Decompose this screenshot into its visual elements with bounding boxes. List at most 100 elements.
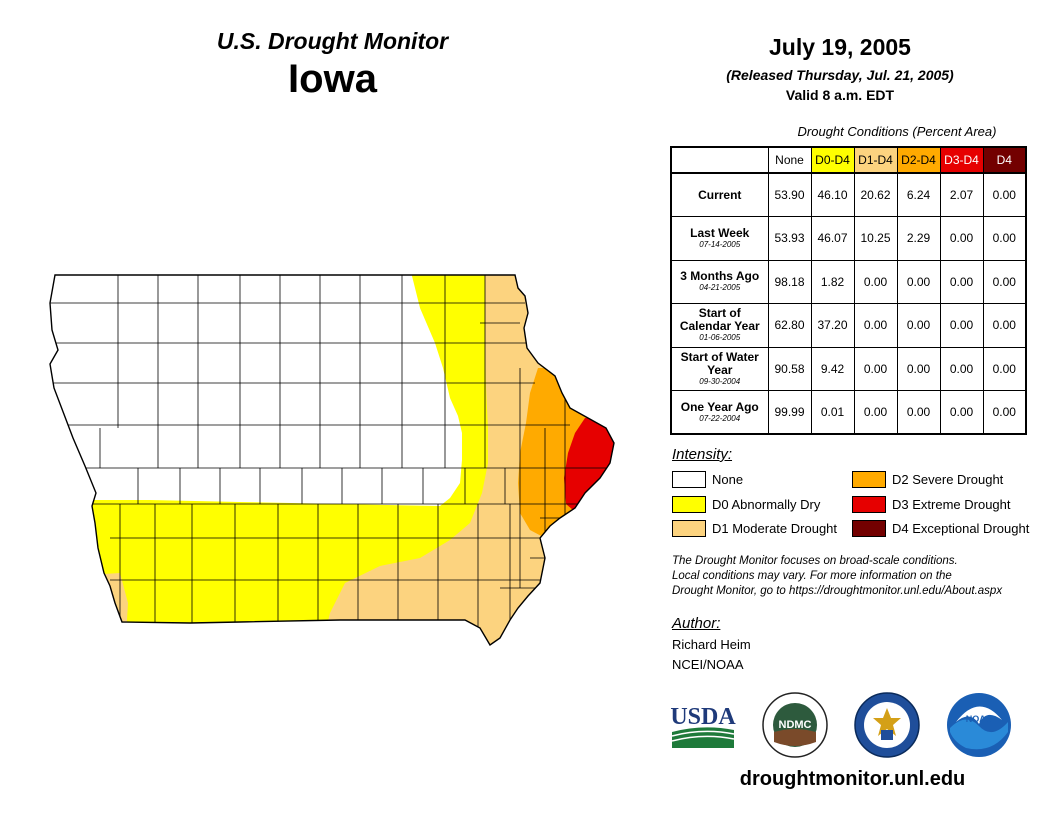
legend-item-d1: D1 Moderate Drought (672, 519, 837, 537)
table-row: Start of Water Year 09-30-2004 90.58 9.42… (670, 346, 1027, 391)
table-cell: 0.00 (982, 303, 1027, 348)
table-cell: 90.58 (767, 346, 812, 391)
table-cell: 0.00 (896, 303, 941, 348)
row-date: 04-21-2005 (699, 283, 741, 293)
map-subtitle: U.S. Drought Monitor (216, 28, 449, 54)
table-cell: 99.99 (767, 390, 812, 435)
legend-label: D1 Moderate Drought (712, 520, 838, 536)
table-cell: 1.82 (810, 259, 855, 304)
table-cell: 46.10 (810, 172, 855, 217)
table-cell: 20.62 (853, 172, 898, 217)
legend-label: D0 Abnormally Dry (712, 496, 821, 512)
row-date: 07-22-2004 (699, 413, 741, 423)
row-label-text: Start of Calendar Year (679, 306, 760, 334)
legend-label: D2 Severe Drought (892, 471, 1004, 487)
state-title: Iowa (288, 57, 377, 101)
legend-swatch (672, 470, 706, 488)
legend-label: D4 Exceptional Drought (892, 520, 1030, 536)
table-row: Last Week 07-14-2005 53.93 46.07 10.25 2.… (670, 216, 1027, 261)
legend-swatch (672, 495, 706, 513)
table-row: One Year Ago 07-22-2004 99.99 0.01 0.00 0… (670, 390, 1027, 435)
col-d1-d4: D1-D4 (853, 146, 898, 174)
table-cell: 0.00 (896, 346, 941, 391)
table-cell: 0.00 (939, 346, 984, 391)
table-cell: 0.00 (853, 259, 898, 304)
row-label: Current (670, 172, 769, 217)
table-cell: 0.00 (853, 346, 898, 391)
col-d2-d4: D2-D4 (896, 146, 941, 174)
map-date: July 19, 2005 (769, 34, 911, 60)
col-none: None (767, 146, 812, 174)
legend-swatch (852, 495, 886, 513)
map-d1-sw-area (50, 573, 128, 645)
table-header-row: None D0-D4 D1-D4 D2-D4 D3-D4 D4 (671, 146, 1027, 174)
table-cell: 6.24 (896, 172, 941, 217)
drought-stats-table: None D0-D4 D1-D4 D2-D4 D3-D4 D4 Current … (670, 146, 1027, 435)
table-cell: 62.80 (767, 303, 812, 348)
release-date: (Released Thursday, Jul. 21, 2005) (726, 67, 954, 83)
ndmc-logo: NDMC (762, 692, 828, 758)
table-cell: 9.42 (810, 346, 855, 391)
table-cell: 0.00 (982, 216, 1027, 261)
row-label: Start of Calendar Year 01-06-2005 (670, 303, 769, 348)
table-cell: 0.00 (982, 259, 1027, 304)
legend-swatch (852, 519, 886, 537)
row-label: Start of Water Year 09-30-2004 (670, 346, 769, 391)
legend-item-d4: D4 Exceptional Drought (852, 519, 1029, 537)
col-d4: D4 (982, 146, 1027, 174)
row-label: One Year Ago 07-22-2004 (670, 390, 769, 435)
legend-label: D3 Extreme Drought (892, 496, 1011, 512)
table-cell: 0.00 (982, 172, 1027, 217)
author-name: Richard Heim (672, 637, 751, 652)
table-cell: 0.00 (896, 390, 941, 435)
info-note: The Drought Monitor focuses on broad-sca… (672, 554, 1052, 599)
table-cell: 46.07 (810, 216, 855, 261)
usda-logo: USDA (670, 700, 736, 750)
note-line: The Drought Monitor focuses on broad-sca… (672, 555, 958, 567)
table-cell: 0.01 (810, 390, 855, 435)
row-label-text: 3 Months Ago (680, 269, 760, 284)
note-line: Drought Monitor, go to https://droughtmo… (672, 585, 1003, 597)
table-cell: 0.00 (982, 346, 1027, 391)
row-label: Last Week 07-14-2005 (670, 216, 769, 261)
noaa-logo-text: NOAA (966, 714, 993, 724)
table-row: Current 53.90 46.10 20.62 6.24 2.07 0.00 (670, 172, 1027, 217)
table-cell: 0.00 (939, 390, 984, 435)
iowa-drought-map (40, 268, 620, 653)
col-d3-d4: D3-D4 (939, 146, 984, 174)
row-label-text: Start of Water Year (680, 349, 759, 377)
table-cell: 2.07 (939, 172, 984, 217)
row-label-text: Last Week (690, 225, 750, 240)
table-header-blank (671, 147, 769, 174)
date-block: July 19, 2005 (Released Thursday, Jul. 2… (690, 34, 990, 103)
legend-swatch (852, 470, 886, 488)
table-cell: 0.00 (853, 390, 898, 435)
row-label: 3 Months Ago 04-21-2005 (670, 259, 769, 304)
table-cell: 0.00 (939, 303, 984, 348)
table-row: Start of Calendar Year 01-06-2005 62.80 3… (670, 303, 1027, 348)
table-cell: 98.18 (767, 259, 812, 304)
table-cell: 53.90 (767, 172, 812, 217)
valid-time: Valid 8 a.m. EDT (785, 87, 895, 103)
legend-item-d3: D3 Extreme Drought (852, 495, 1011, 513)
table-cell: 0.00 (982, 390, 1027, 435)
table-cell: 0.00 (896, 259, 941, 304)
site-url[interactable]: droughtmonitor.unl.edu (739, 768, 966, 790)
legend-item-none: None (672, 470, 743, 488)
table-cell: 2.29 (896, 216, 941, 261)
table-cell: 10.25 (853, 216, 898, 261)
legend-item-d0: D0 Abnormally Dry (672, 495, 820, 513)
ndmc-logo-text: NDMC (779, 719, 812, 731)
county-boundaries (50, 275, 614, 645)
table-cell: 0.00 (939, 216, 984, 261)
row-date: 09-30-2004 (699, 376, 741, 386)
author-title: Author: (672, 615, 721, 632)
usda-logo-text: USDA (670, 704, 736, 730)
table-caption: Drought Conditions (Percent Area) (797, 124, 997, 139)
title-block: U.S. Drought Monitor Iowa (150, 28, 515, 102)
noaa-logo: NOAA (946, 692, 1012, 758)
legend-item-d2: D2 Severe Drought (852, 470, 1003, 488)
author-org: NCEI/NOAA (672, 657, 744, 672)
row-date: 07-14-2005 (699, 239, 741, 249)
legend-title: Intensity: (672, 446, 733, 463)
